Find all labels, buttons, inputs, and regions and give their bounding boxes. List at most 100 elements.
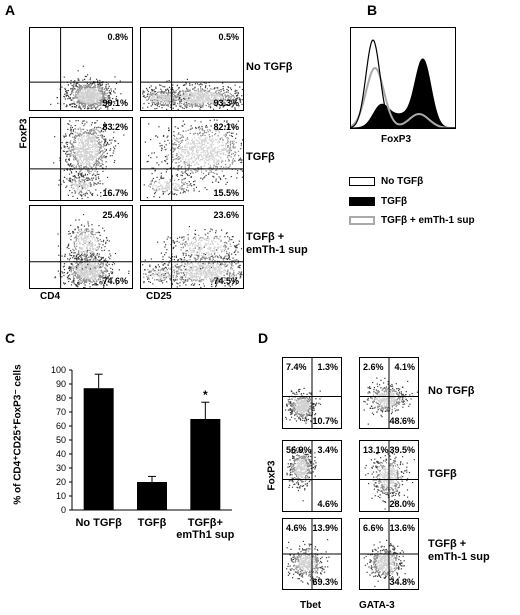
dot-plot-a-cd4-row3: 25.4% 74.6%	[29, 205, 133, 289]
y-tick-label: 40	[56, 449, 66, 459]
y-tick-label: 30	[56, 463, 66, 473]
legend-swatch	[349, 176, 375, 186]
panel-d-x-label-gata3: GATA-3	[359, 600, 395, 611]
quadrant-percent-top-right: 3.4%	[317, 445, 338, 455]
quadrant-percent-top-right: 82.1%	[213, 122, 239, 132]
quadrant-percent-top-right: 23.6%	[213, 210, 239, 220]
histogram-no-tgfb	[351, 39, 455, 128]
legend-item: TGFβ	[349, 195, 407, 207]
y-tick-label: 80	[56, 393, 66, 403]
y-tick-label: 20	[56, 477, 66, 487]
dot-plot-a-cd25-row2: 82.1% 15.5%	[140, 117, 244, 201]
cell-events	[286, 539, 330, 585]
dot-plot-a-cd4-row1: 0.8% 99.1%	[29, 27, 133, 111]
quadrant-percent-top-left: 2.6%	[363, 362, 384, 372]
histogram-tgfb-filled	[351, 58, 455, 128]
dot-plot-d-tbet-row1: 7.4% 1.3% 10.7%	[282, 357, 342, 429]
cell-events	[50, 65, 126, 110]
legend-label: No TGFβ	[381, 175, 424, 187]
panel-a-condition-label: No TGFβ	[246, 61, 292, 74]
panel-a-condition-label: TGFβ + emTh-1 sup	[246, 231, 308, 257]
quadrant-percent-bottom-right: 99.1%	[102, 98, 128, 108]
histogram-tgfb-emth1-sup	[351, 66, 455, 128]
x-category-label: TGFβ	[138, 517, 167, 529]
panel-d-condition-label: No TGFβ	[428, 385, 474, 398]
bar-1	[83, 388, 114, 510]
panel-a-x-label-cd25: CD25	[146, 291, 172, 302]
quadrant-percent-top-right: 25.4%	[102, 210, 128, 220]
cell-events	[143, 119, 243, 199]
panel-a-condition-label: TGFβ	[246, 151, 275, 164]
condition-label-line: No TGFβ	[246, 61, 293, 73]
panel-a-letter: A	[5, 2, 16, 18]
cell-events	[142, 78, 243, 110]
significance-marker: *	[203, 388, 208, 402]
cell-events	[53, 120, 125, 200]
dot-plot-a-cd25-row3: 23.6% 74.5%	[140, 205, 244, 289]
legend-item: No TGFβ	[349, 175, 423, 187]
dot-plot-d-gata3-row3: 6.6% 13.6% 34.8%	[359, 518, 419, 590]
bar-2	[137, 482, 167, 510]
panel-b-x-label: FoxP3	[381, 134, 412, 145]
panel-d-condition-label: TGFβ + emTh-1 sup	[428, 538, 490, 564]
condition-label-line: TGFβ	[428, 468, 457, 480]
quadrant-percent-bottom-right: 74.5%	[213, 276, 239, 286]
panel-d-condition-label: TGFβ	[428, 468, 457, 481]
quadrant-percent-top-right: 0.8%	[107, 32, 128, 42]
panel-a-x-label-cd4: CD4	[40, 291, 61, 302]
quadrant-percent-top-right: 4.1%	[394, 362, 415, 372]
quadrant-percent-bottom-right: 93.3%	[213, 98, 239, 108]
legend-item: TGFβ + emTh-1 sup	[349, 214, 475, 226]
quadrant-percent-top-left: 7.4%	[286, 362, 307, 372]
panel-d-y-label: FoxP3	[266, 460, 278, 491]
cell-events	[286, 446, 317, 502]
quadrant-percent-top-right: 83.2%	[102, 122, 128, 132]
condition-label-line: TGFβ +	[428, 538, 467, 550]
quadrant-percent-bottom-right: 15.5%	[213, 188, 239, 198]
panel-d-letter: D	[258, 330, 269, 346]
x-category-label: emTh1 sup	[176, 529, 234, 541]
condition-label-line: TGFβ	[246, 151, 275, 163]
cell-events	[363, 539, 406, 587]
quadrant-percent-top-left: 4.6%	[286, 523, 307, 533]
quadrant-percent-top-right: 13.6%	[389, 523, 415, 533]
y-tick-label: 10	[56, 491, 66, 501]
condition-label-line: emTh-1 sup	[428, 551, 490, 563]
legend-swatch	[349, 215, 375, 225]
dot-plot-d-tbet-row3: 4.6% 13.9% 69.3%	[282, 518, 342, 590]
panel-c-letter: C	[5, 330, 16, 346]
x-category-label: TGFβ+	[188, 517, 223, 529]
quadrant-percent-bottom-right: 34.8%	[389, 577, 415, 587]
bar-chart: 0 10 20 30 40 50 60 70 80 90 100 No TGFβ TGFβ * TGFβ+e…	[51, 365, 235, 541]
legend-label: TGFβ	[381, 195, 408, 207]
legend-swatch	[349, 196, 375, 206]
dot-plot-a-cd25-row1: 0.5% 93.3%	[140, 27, 244, 111]
bar-3	[190, 419, 221, 510]
dot-plot-d-tbet-row2: 56.9% 3.4% 4.6%	[282, 440, 342, 512]
y-tick-label: 90	[56, 379, 66, 389]
cell-events	[54, 214, 130, 288]
quadrant-percent-bottom-right: 16.7%	[102, 188, 128, 198]
dot-plot-a-cd4-row2: 83.2% 16.7%	[29, 117, 133, 201]
dot-plot-d-gata3-row1: 2.6% 4.1% 48.6%	[359, 357, 419, 429]
quadrant-percent-bottom-right: 10.7%	[312, 416, 338, 426]
panel-d-x-label-tbet: Tbet	[300, 600, 322, 611]
quadrant-percent-top-right: 13.9%	[312, 523, 338, 533]
y-tick-label: 100	[51, 365, 66, 375]
quadrant-percent-bottom-right: 28.0%	[389, 499, 415, 509]
condition-label-line: TGFβ +	[246, 231, 285, 243]
quadrant-percent-bottom-right: 74.6%	[102, 276, 128, 286]
foxp3-histogram	[351, 39, 455, 128]
y-tick-label: 0	[61, 505, 66, 515]
panel-a-y-label: FoxP3	[18, 118, 30, 149]
quadrant-percent-top-left: 6.6%	[363, 523, 384, 533]
condition-label-line: No TGFβ	[428, 385, 475, 397]
quadrant-percent-top-left: 56.9%	[286, 445, 312, 455]
quadrant-percent-bottom-right: 69.3%	[312, 577, 338, 587]
cell-events	[284, 387, 323, 424]
panel-b-histogram	[350, 27, 456, 129]
panel-b-letter: B	[367, 2, 378, 18]
y-tick-label: 70	[56, 407, 66, 417]
y-tick-label: 50	[56, 435, 66, 445]
legend-label: TGFβ + emTh-1 sup	[381, 214, 475, 226]
